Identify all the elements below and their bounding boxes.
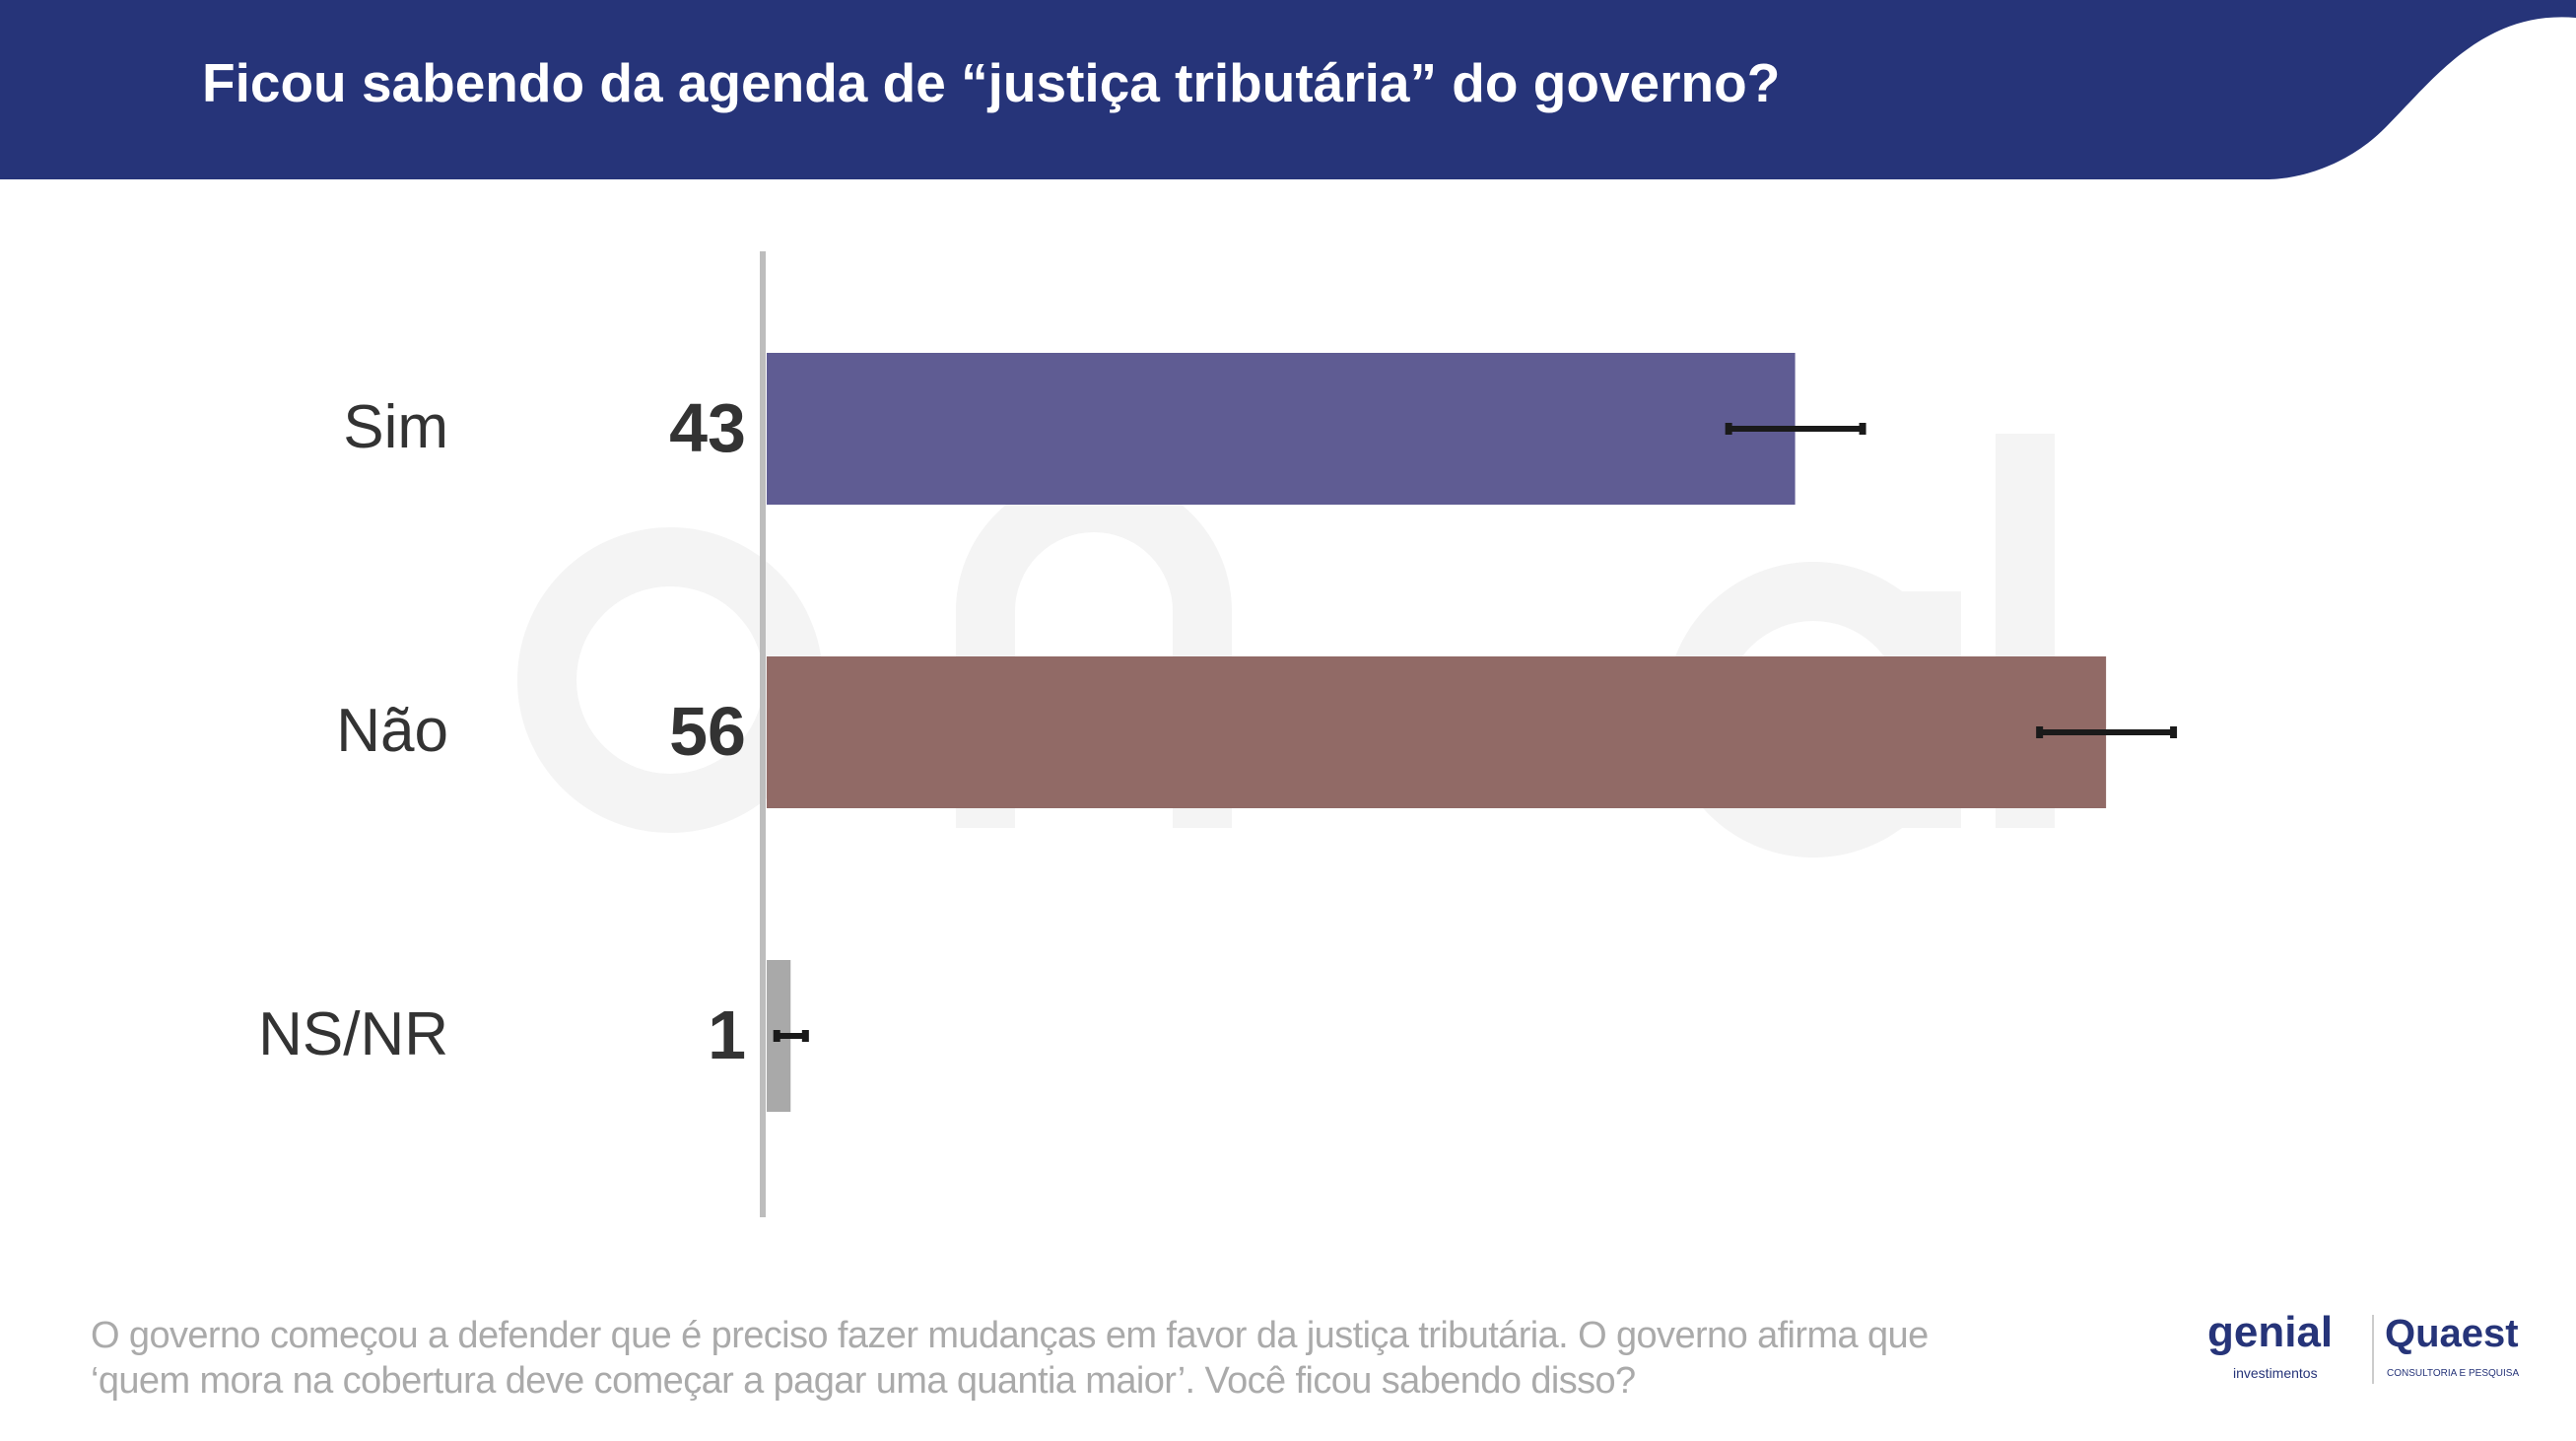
value-label-nao: 56	[669, 693, 746, 770]
quaest-logo: Quaest	[2385, 1312, 2519, 1355]
error-bar-nsnr	[773, 1030, 809, 1042]
bar-no	[767, 656, 2107, 808]
page-title: Ficou sabendo da agenda de “justiça trib…	[202, 52, 1781, 113]
error-bar-no	[2036, 726, 2178, 738]
category-label-sim: Sim	[343, 393, 448, 461]
logos: genial investimentos Quaest CONSULTORIA …	[2207, 1308, 2519, 1384]
header-banner	[0, 0, 2576, 179]
value-label-nsnr: 1	[708, 996, 746, 1073]
footer-question-line2: ‘quem mora na cobertura deve começar a p…	[91, 1360, 1636, 1402]
genial-logo: genial	[2207, 1308, 2333, 1356]
category-label-nao: Não	[336, 697, 448, 765]
category-label-nsnr: NS/NR	[258, 1000, 448, 1068]
error-bar-sim	[1725, 423, 1866, 435]
bar-sim	[767, 353, 1796, 505]
quaest-logo-sub: CONSULTORIA E PESQUISA	[2387, 1368, 2519, 1379]
value-label-sim: 43	[669, 389, 746, 466]
genial-logo-sub: investimentos	[2233, 1365, 2318, 1381]
footer-question-line1: O governo começou a defender que é preci…	[91, 1315, 1929, 1356]
